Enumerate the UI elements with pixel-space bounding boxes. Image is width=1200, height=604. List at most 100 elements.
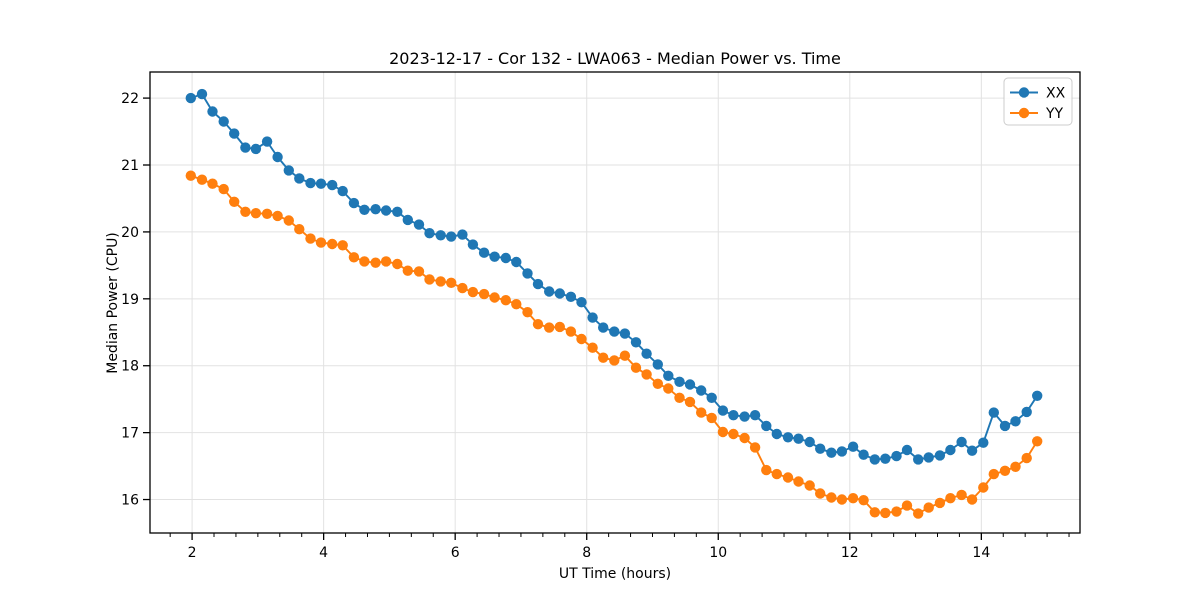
data-point-marker	[446, 231, 457, 242]
data-point-marker	[457, 282, 468, 294]
data-point-marker	[1032, 436, 1043, 447]
data-point-marker	[283, 215, 294, 226]
data-point-marker	[327, 179, 338, 191]
data-point-marker	[641, 348, 652, 359]
data-point-marker	[804, 436, 815, 448]
data-point-marker	[891, 450, 902, 462]
data-point-marker	[272, 151, 283, 163]
data-point-marker	[956, 489, 967, 501]
data-point-marker	[966, 445, 978, 456]
data-point-marker	[446, 277, 457, 288]
data-point-marker	[554, 288, 565, 299]
data-point-marker	[847, 441, 859, 452]
data-point-marker	[652, 378, 663, 389]
data-point-marker	[1010, 461, 1021, 472]
data-point-marker	[782, 432, 794, 443]
data-point-marker	[771, 468, 782, 480]
series-layer	[185, 88, 1043, 519]
data-point-marker	[956, 436, 967, 448]
data-point-marker	[348, 252, 360, 263]
y-tick-label: 21	[121, 158, 139, 174]
data-point-marker	[674, 376, 685, 387]
axis-tick-labels: 2 4 6 8 10 12 14 16 17 18 19 20 21 22	[121, 91, 990, 561]
data-point-marker	[913, 454, 924, 465]
data-point-marker	[771, 428, 782, 440]
data-point-marker	[966, 494, 978, 505]
data-point-marker	[337, 185, 348, 197]
data-point-marker	[370, 204, 381, 215]
series-XX-line	[189, 93, 1039, 461]
data-point-marker	[728, 428, 739, 440]
legend-label: YY	[1045, 106, 1064, 122]
legend-item: XX	[1010, 86, 1066, 102]
data-point-marker	[305, 233, 316, 244]
data-point-marker	[782, 472, 794, 483]
x-tick-label: 2	[188, 545, 197, 561]
data-point-marker	[826, 447, 837, 458]
data-point-marker	[272, 210, 283, 222]
data-point-marker	[467, 286, 479, 298]
x-tick-label: 14	[972, 545, 990, 561]
data-point-marker	[500, 252, 511, 264]
data-point-marker	[587, 342, 598, 353]
data-point-marker	[663, 370, 674, 381]
data-point-marker	[402, 214, 413, 226]
data-point-marker	[815, 443, 826, 454]
y-tick-label: 17	[121, 426, 139, 442]
data-point-marker	[988, 468, 999, 480]
data-point-marker	[609, 326, 620, 337]
data-point-marker	[630, 362, 642, 373]
data-point-marker	[717, 405, 729, 416]
data-point-marker	[1021, 452, 1032, 464]
data-point-marker	[945, 493, 956, 504]
data-point-marker	[435, 276, 446, 287]
data-point-marker	[869, 454, 880, 465]
data-point-marker	[858, 449, 869, 460]
data-point-marker	[294, 173, 305, 184]
data-point-marker	[652, 359, 663, 370]
data-point-marker	[229, 196, 240, 207]
data-point-marker	[945, 444, 956, 456]
data-point-marker	[532, 278, 544, 290]
legend: XX YY	[1003, 77, 1073, 126]
series-YY-line	[189, 174, 1039, 515]
data-point-marker	[532, 319, 544, 330]
data-point-marker	[327, 238, 338, 250]
x-tick-label: 4	[319, 545, 328, 561]
data-point-marker	[392, 258, 403, 270]
data-point-marker	[467, 239, 479, 250]
data-point-marker	[554, 321, 565, 333]
x-tick-label: 10	[709, 545, 727, 561]
data-point-marker	[576, 297, 587, 308]
data-point-marker	[240, 206, 251, 217]
data-point-marker	[587, 312, 598, 323]
gridlines	[150, 72, 1080, 533]
series-YY-markers	[185, 170, 1043, 519]
data-point-marker	[619, 328, 631, 339]
data-point-marker	[478, 288, 490, 300]
data-point-marker	[674, 392, 685, 403]
data-point-marker	[565, 326, 577, 337]
data-point-marker	[544, 286, 555, 297]
data-point-marker	[999, 465, 1011, 476]
data-point-marker	[348, 197, 360, 209]
data-point-marker	[489, 251, 500, 262]
data-point-marker	[815, 488, 826, 499]
data-point-marker	[261, 208, 273, 219]
plot-area	[149, 71, 1081, 534]
data-point-marker	[392, 206, 403, 217]
data-point-marker	[880, 507, 891, 519]
legend-marker-sample	[1018, 87, 1030, 98]
y-tick-label: 16	[121, 493, 139, 509]
data-point-marker	[250, 208, 262, 219]
data-point-marker	[934, 497, 946, 509]
data-point-marker	[836, 494, 848, 505]
data-point-marker	[923, 502, 934, 513]
data-point-marker	[739, 432, 750, 444]
data-point-marker	[706, 392, 717, 403]
data-point-marker	[565, 291, 577, 302]
data-point-marker	[891, 506, 902, 517]
data-point-marker	[511, 256, 522, 268]
data-point-marker	[380, 205, 392, 216]
